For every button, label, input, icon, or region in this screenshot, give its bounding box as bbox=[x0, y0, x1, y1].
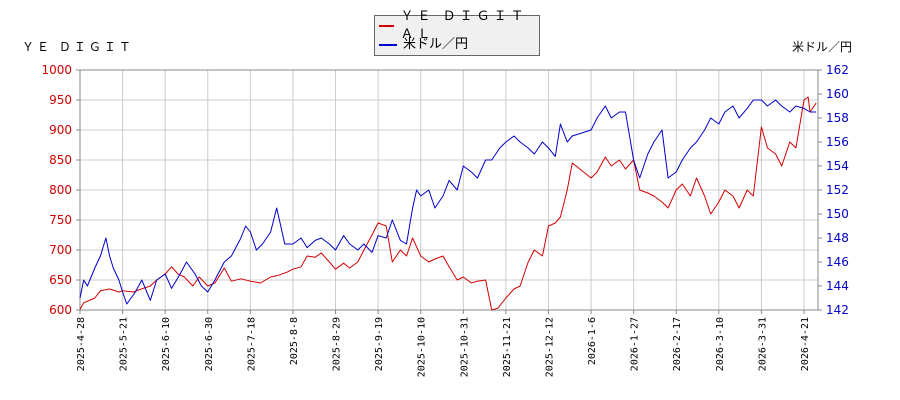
series-group bbox=[79, 96, 817, 311]
y-left-tick-label: 850 bbox=[49, 153, 72, 167]
legend: ＹＥ ＤＩＧＩＴＡＬ 米ドル／円 bbox=[374, 9, 540, 56]
x-tick-label: 2025-6-30 bbox=[204, 317, 215, 371]
y-left-tick-label: 800 bbox=[49, 183, 72, 197]
x-tick-label: 2025-7-18 bbox=[246, 317, 257, 371]
y-left-tick-label: 750 bbox=[49, 213, 72, 227]
x-tick-label: 2025-6-10 bbox=[161, 317, 172, 371]
grid bbox=[79, 69, 818, 311]
x-axis: 2025-4-28 2025-5-21 2025-6-10 2025-6-30 2025… bbox=[76, 310, 811, 377]
x-tick-label: 2025-8-8 bbox=[289, 317, 300, 365]
y-left-tick-label: 1000 bbox=[41, 63, 72, 77]
y-right-tick-label: 144 bbox=[826, 279, 849, 293]
y-right-tick-label: 148 bbox=[826, 231, 849, 245]
x-tick-label: 2025-11-21 bbox=[502, 317, 513, 377]
y-right-axis: 142 144 146 148 150 152 154 156 158 160 162 bbox=[818, 63, 849, 317]
x-tick-label: 2025-5-21 bbox=[119, 317, 130, 371]
legend-label-usdjpy: 米ドル／円 bbox=[403, 37, 469, 52]
legend-swatch-ye-digital bbox=[379, 25, 395, 27]
y-right-tick-label: 156 bbox=[826, 135, 849, 149]
x-tick-label: 2026-1-6 bbox=[587, 317, 598, 365]
legend-label-ye-digital: ＹＥ ＤＩＧＩＴＡＬ bbox=[400, 9, 528, 42]
legend-swatch-usdjpy bbox=[379, 44, 397, 46]
series-line-usdjpy bbox=[79, 99, 817, 305]
legend-item-ye-digital: ＹＥ ＤＩＧＩＴＡＬ bbox=[379, 9, 539, 42]
left-axis-title: ＹＥ ＤＩＧＩＴ bbox=[22, 40, 134, 54]
series-line-ye-digital bbox=[79, 96, 817, 311]
y-left-tick-label: 600 bbox=[49, 303, 72, 317]
x-tick-label: 2025-12-12 bbox=[544, 317, 555, 377]
x-tick-label: 2025-10-31 bbox=[459, 317, 470, 377]
x-tick-label: 2025-4-28 bbox=[76, 317, 87, 371]
y-right-tick-label: 152 bbox=[826, 183, 849, 197]
y-right-tick-label: 158 bbox=[826, 111, 849, 125]
x-tick-label: 2025-10-10 bbox=[417, 317, 428, 377]
x-tick-label: 2026-1-27 bbox=[630, 317, 641, 371]
y-left-tick-label: 700 bbox=[49, 243, 72, 257]
y-right-tick-label: 146 bbox=[826, 255, 849, 269]
y-left-tick-label: 900 bbox=[49, 123, 72, 137]
y-right-tick-label: 150 bbox=[826, 207, 849, 221]
y-right-tick-label: 142 bbox=[826, 303, 849, 317]
y-right-tick-label: 154 bbox=[826, 159, 849, 173]
x-tick-label: 2025-9-19 bbox=[374, 317, 385, 371]
y-right-tick-label: 160 bbox=[826, 87, 849, 101]
y-left-tick-label: 950 bbox=[49, 93, 72, 107]
x-tick-label: 2026-4-21 bbox=[800, 317, 811, 371]
x-tick-label: 2026-3-31 bbox=[757, 317, 768, 371]
y-right-tick-label: 162 bbox=[826, 63, 849, 77]
y-left-axis: 600 650 700 750 800 850 900 950 1000 bbox=[41, 63, 80, 317]
x-tick-label: 2026-2-17 bbox=[672, 317, 683, 371]
y-left-tick-label: 650 bbox=[49, 273, 72, 287]
x-tick-label: 2025-8-29 bbox=[332, 317, 343, 371]
x-tick-label: 2026-3-10 bbox=[715, 317, 726, 371]
legend-item-usdjpy: 米ドル／円 bbox=[379, 36, 468, 54]
right-axis-title: 米ドル／円 bbox=[791, 40, 852, 54]
